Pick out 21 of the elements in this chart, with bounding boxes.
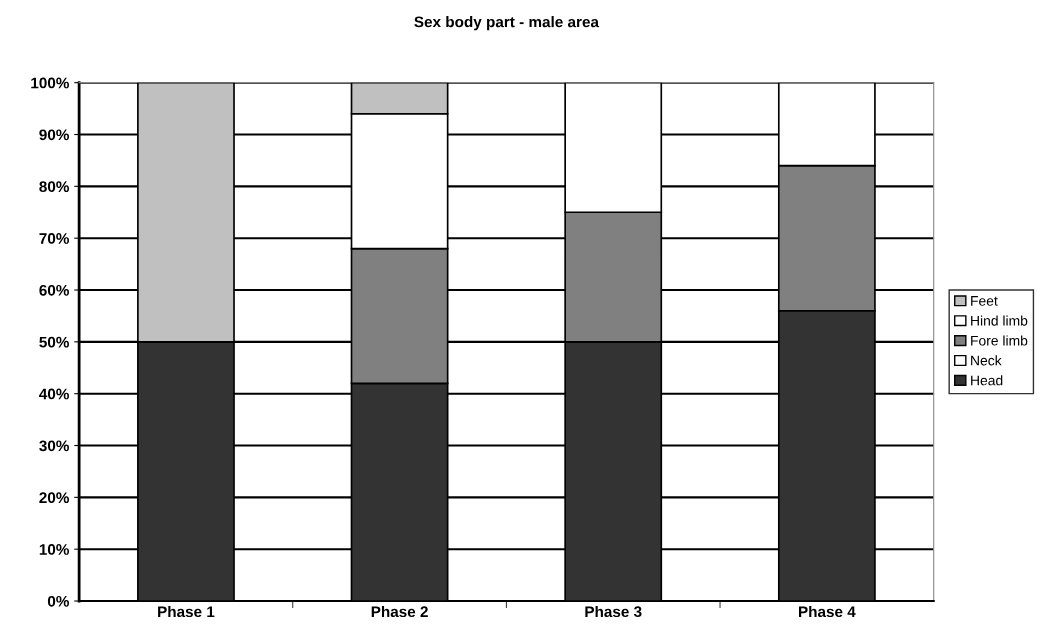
legend-label: Fore limb: [971, 335, 1028, 346]
y-tick-label: 0%: [47, 595, 69, 607]
x-tick-label: Phase 2: [371, 605, 428, 618]
y-tick-label: 10%: [39, 544, 69, 555]
legend-label: Feet: [971, 296, 998, 306]
y-tick-label: 30%: [39, 440, 69, 452]
legend-label: Head: [971, 375, 1003, 386]
y-tick-label: 40%: [39, 388, 69, 400]
x-tick-label: Phase 4: [799, 605, 856, 618]
y-tick-label: 80%: [39, 181, 69, 193]
legend-label: Hind limb: [971, 315, 1028, 326]
legend-label: Neck: [971, 355, 1002, 366]
chart-title: Sex body part - male area: [414, 16, 600, 31]
x-tick-label: Phase 1: [158, 605, 215, 618]
y-tick-label: 100%: [31, 77, 69, 89]
y-tick-label: 50%: [39, 336, 69, 348]
y-tick-label: 60%: [39, 284, 69, 296]
x-tick-label: Phase 3: [585, 605, 642, 618]
y-tick-label: 20%: [39, 492, 69, 504]
y-tick-label: 90%: [39, 129, 69, 141]
y-tick-label: 70%: [39, 233, 69, 244]
